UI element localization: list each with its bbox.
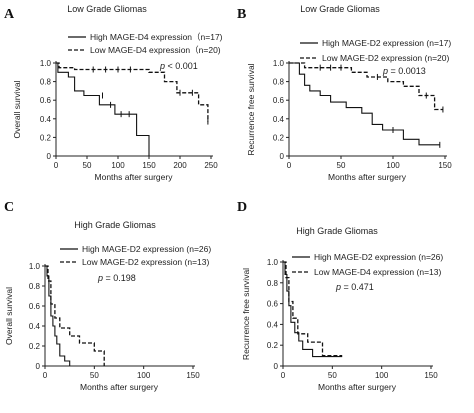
legend-label-2: Low MAGE-D4 expression (n=13) bbox=[314, 267, 441, 277]
x-tick-label: 0 bbox=[43, 371, 48, 380]
x-tick-label: 150 bbox=[186, 371, 200, 380]
legend-label-2: Low MAGE-D2 expression (n=20) bbox=[322, 53, 449, 63]
series-line-2 bbox=[283, 261, 343, 357]
panel-letter: D bbox=[237, 200, 247, 215]
p-value: p < 0.001 bbox=[159, 61, 198, 71]
y-axis-label: Recurrence free survival bbox=[241, 268, 251, 360]
x-tick-label: 50 bbox=[337, 161, 346, 170]
x-tick-label: 100 bbox=[375, 371, 389, 380]
x-axis-label: Months after surgery bbox=[318, 382, 397, 392]
y-tick-label: 0.6 bbox=[267, 300, 279, 309]
series-line-2 bbox=[56, 62, 209, 122]
series-line-2 bbox=[289, 62, 443, 111]
y-tick-label: 0 bbox=[280, 152, 285, 161]
panel-a: A Low Grade Gliomas 0 50 100 150 200 250 0 0.2 0.4… bbox=[4, 4, 223, 182]
y-tick-label: 0.8 bbox=[29, 282, 41, 291]
x-tick-label: 200 bbox=[173, 161, 187, 170]
y-tick-label: 0.4 bbox=[267, 320, 279, 329]
series-line-1 bbox=[56, 62, 150, 156]
chart-title: Low Grade Gliomas bbox=[67, 4, 147, 14]
x-axis-label: Months after surgery bbox=[328, 172, 407, 182]
y-tick-label: 0 bbox=[274, 362, 279, 371]
x-tick-label: 100 bbox=[386, 161, 400, 170]
y-tick-label: 0 bbox=[47, 152, 52, 161]
x-tick-label: 0 bbox=[287, 161, 292, 170]
series-line-2 bbox=[45, 265, 105, 366]
x-tick-label: 150 bbox=[142, 161, 156, 170]
legend-label-1: High MAGE-D2 expression (n=17) bbox=[322, 38, 451, 48]
chart-title: Low Grade Gliomas bbox=[300, 4, 380, 14]
series-line-1 bbox=[283, 261, 343, 358]
y-tick-label: 0 bbox=[36, 362, 41, 371]
y-tick-label: 1.0 bbox=[267, 258, 279, 267]
y-tick-label: 0.6 bbox=[40, 96, 52, 105]
legend-label-1: High MAGE-D2 expression (n=26) bbox=[314, 252, 443, 262]
panel-c: C High Grade Gliomas 0 50 100 150 0 0.2 0.4 0.6 0.… bbox=[4, 200, 211, 392]
y-axis-label: Overall survival bbox=[12, 80, 22, 138]
panel-letter: C bbox=[4, 200, 14, 215]
chart-title: High Grade Gliomas bbox=[296, 226, 378, 236]
legend-label-1: High MAGE-D4 expression（n=17) bbox=[90, 32, 223, 42]
x-tick-label: 50 bbox=[90, 371, 99, 380]
panel-letter: B bbox=[237, 7, 246, 22]
y-tick-label: 0.4 bbox=[29, 322, 41, 331]
x-tick-label: 0 bbox=[54, 161, 59, 170]
x-tick-label: 100 bbox=[137, 371, 151, 380]
series-line-1 bbox=[289, 62, 440, 146]
y-tick-label: 1.0 bbox=[273, 59, 285, 68]
y-tick-label: 0.2 bbox=[273, 133, 285, 142]
p-value: p = 0.0013 bbox=[382, 66, 426, 76]
x-tick-label: 50 bbox=[328, 371, 337, 380]
p-value: p = 0.198 bbox=[97, 273, 136, 283]
x-tick-label: 250 bbox=[204, 161, 218, 170]
y-tick-label: 0.4 bbox=[273, 115, 285, 124]
y-tick-label: 0.8 bbox=[267, 279, 279, 288]
panel-letter: A bbox=[4, 7, 15, 22]
y-tick-label: 1.0 bbox=[40, 59, 52, 68]
series-line-1 bbox=[45, 265, 71, 366]
legend-label-1: High MAGE-D2 expression (n=26) bbox=[82, 244, 211, 254]
y-tick-label: 0.2 bbox=[29, 342, 41, 351]
x-tick-label: 50 bbox=[83, 161, 92, 170]
legend-label-2: Low MAGE-D4 expression（n=20) bbox=[90, 45, 221, 55]
y-tick-label: 0.8 bbox=[273, 78, 285, 87]
x-tick-label: 150 bbox=[424, 371, 438, 380]
x-tick-label: 0 bbox=[281, 371, 286, 380]
y-tick-label: 0.2 bbox=[267, 341, 279, 350]
p-value: p = 0.471 bbox=[335, 282, 374, 292]
x-tick-label: 100 bbox=[111, 161, 125, 170]
y-tick-label: 0.6 bbox=[273, 96, 285, 105]
x-tick-label: 150 bbox=[438, 161, 452, 170]
panel-d: D High Grade Gliomas 0 50 100 150 0 0.2 0.4 0.6 0.… bbox=[237, 200, 443, 392]
y-tick-label: 0.2 bbox=[40, 133, 52, 142]
y-tick-label: 1.0 bbox=[29, 262, 41, 271]
y-axis-label: Overall survival bbox=[4, 287, 14, 345]
y-tick-label: 0.8 bbox=[40, 78, 52, 87]
chart-title: High Grade Gliomas bbox=[74, 220, 156, 230]
panel-b: B Low Grade Gliomas 0 50 100 150 0 0.2 0.4 0.6 0.8… bbox=[237, 4, 452, 182]
y-axis-label: Recurrence free survival bbox=[246, 63, 256, 155]
x-axis-label: Months after surgery bbox=[95, 172, 174, 182]
y-tick-label: 0.6 bbox=[29, 302, 41, 311]
legend-label-2: Low MAGE-D2 expression (n=13) bbox=[82, 257, 209, 267]
x-axis-label: Months after surgery bbox=[80, 382, 159, 392]
y-tick-label: 0.4 bbox=[40, 115, 52, 124]
